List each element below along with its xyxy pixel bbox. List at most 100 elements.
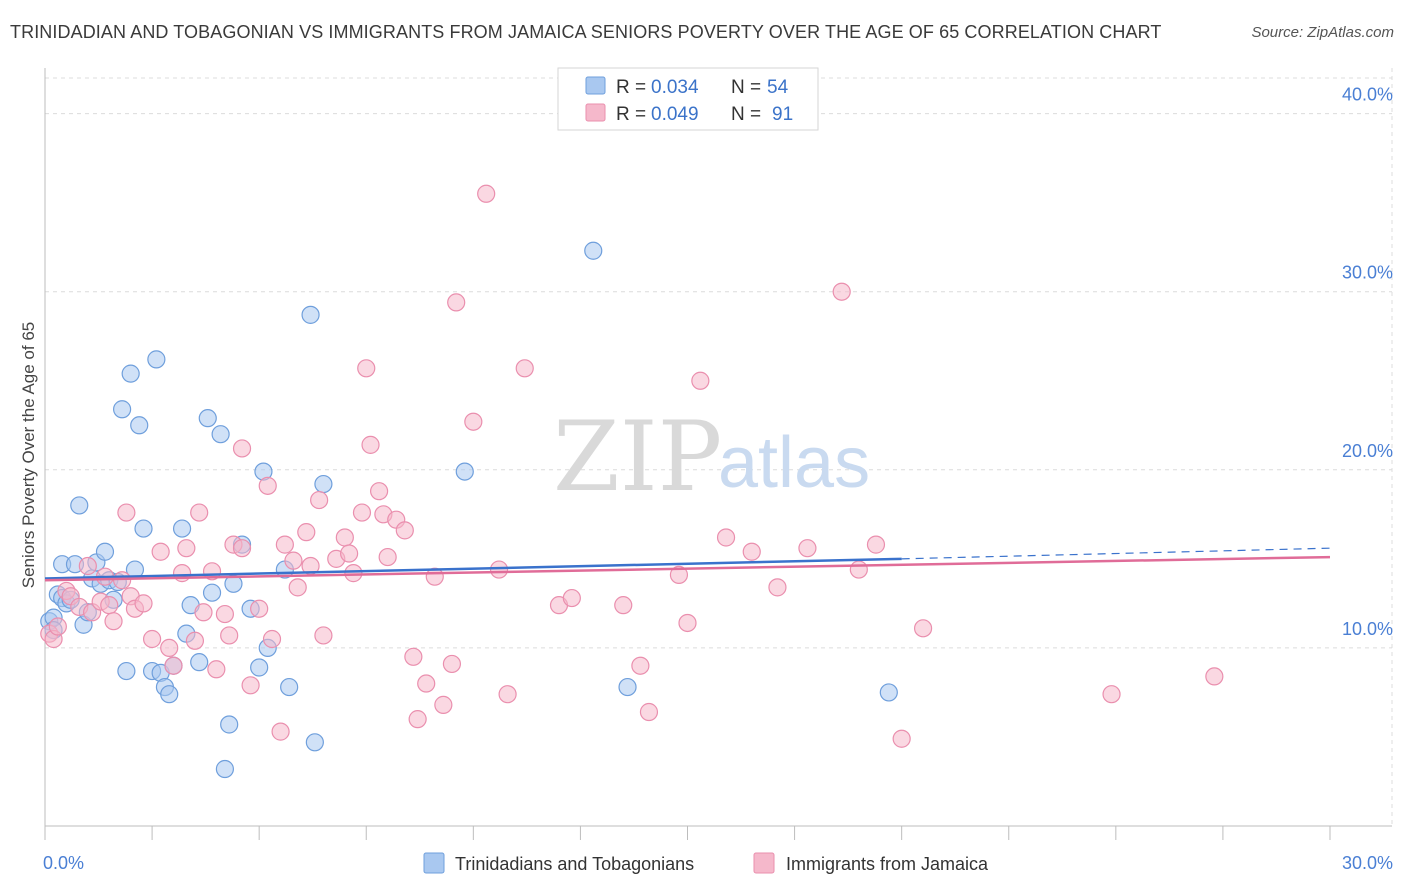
- data-point: [455, 462, 474, 481]
- data-point: [262, 629, 282, 649]
- data-point: [250, 658, 269, 677]
- data-point: [215, 759, 234, 779]
- data-point: [172, 519, 192, 538]
- data-point: [134, 519, 153, 538]
- data-point: [352, 503, 372, 522]
- legend-r-label-1: R =: [616, 77, 646, 98]
- data-point: [194, 603, 213, 622]
- data-point: [639, 702, 659, 722]
- data-point: [130, 416, 149, 435]
- data-point: [160, 685, 179, 704]
- data-point: [849, 560, 868, 579]
- data-point: [232, 539, 252, 558]
- data-point: [164, 656, 183, 675]
- data-point: [404, 647, 423, 666]
- legend-swatch-pink: [585, 103, 606, 122]
- data-point: [121, 364, 140, 383]
- data-point: [370, 482, 389, 501]
- bottom-legend-swatch-blue: [423, 852, 445, 874]
- data-point: [207, 660, 226, 679]
- data-point: [716, 528, 736, 547]
- data-point: [70, 496, 89, 515]
- data-point: [913, 619, 933, 638]
- trend-lines: [44, 547, 1331, 582]
- legend-n-value-1: 54: [767, 77, 789, 98]
- legend-n-label-2: N =: [731, 104, 761, 125]
- data-point: [832, 282, 851, 301]
- data-point: [498, 685, 517, 704]
- data-point: [798, 539, 817, 558]
- data-point: [95, 542, 115, 561]
- data-point: [434, 695, 453, 714]
- top-legend: R = 0.034 N = 54 R = 0.049 N = 91: [557, 67, 819, 131]
- legend-r-value-1: 0.034: [651, 77, 699, 98]
- data-point: [464, 412, 483, 431]
- data-point: [742, 542, 761, 561]
- data-point: [48, 617, 67, 636]
- data-point: [335, 528, 354, 547]
- data-point: [447, 293, 466, 312]
- legend-n-label-1: N =: [731, 77, 761, 98]
- series-trinidadians-points: [40, 241, 898, 779]
- data-point: [340, 544, 359, 563]
- bottom-legend-label-2: Immigrants from Jamaica: [786, 854, 989, 874]
- data-point: [691, 371, 710, 390]
- data-point: [112, 400, 132, 419]
- data-point: [232, 439, 252, 458]
- data-point: [1102, 685, 1121, 704]
- bottom-legend-label-1: Trinidadians and Tobagonians: [455, 854, 694, 874]
- data-point: [562, 588, 581, 608]
- watermark: ZIP atlas: [553, 401, 870, 513]
- data-point: [314, 474, 333, 494]
- data-point: [310, 490, 329, 510]
- data-point: [417, 674, 436, 693]
- data-point: [151, 542, 170, 561]
- data-point: [78, 556, 97, 576]
- data-point: [112, 571, 132, 590]
- legend-n-value-2: 91: [772, 104, 793, 125]
- data-point: [314, 626, 333, 645]
- y-tick-label-20: 20.0%: [1342, 441, 1393, 461]
- legend-r-value-2: 0.049: [651, 104, 699, 125]
- chart-title: TRINIDADIAN AND TOBAGONIAN VS IMMIGRANTS…: [10, 22, 1162, 42]
- data-point: [288, 578, 307, 597]
- data-point: [669, 565, 689, 584]
- x-tick-labels: 0.0% 30.0%: [43, 853, 1393, 873]
- data-point: [301, 305, 320, 324]
- data-point: [866, 535, 886, 554]
- watermark-atlas: atlas: [718, 423, 870, 503]
- data-point: [147, 350, 166, 369]
- data-point: [275, 535, 294, 554]
- data-point: [177, 539, 196, 558]
- data-point: [297, 523, 316, 542]
- y-tick-label-10: 10.0%: [1342, 619, 1393, 639]
- data-point: [117, 503, 136, 522]
- data-point: [879, 683, 898, 702]
- data-point: [117, 661, 136, 681]
- trend-line-trinidadians-extension: [901, 547, 1331, 560]
- data-point: [361, 435, 380, 454]
- data-point: [515, 359, 534, 378]
- data-point: [250, 599, 269, 618]
- trend-line-trinidadians: [44, 557, 902, 580]
- data-point: [100, 596, 119, 615]
- data-point: [489, 560, 509, 579]
- data-point: [357, 359, 376, 378]
- trend-line-jamaica: [44, 555, 1331, 582]
- data-point: [408, 710, 427, 729]
- data-point: [185, 631, 205, 650]
- data-point: [134, 594, 153, 613]
- data-point: [631, 656, 650, 675]
- bottom-legend: Trinidadians and Tobagonians Immigrants …: [423, 852, 989, 874]
- data-point: [892, 729, 911, 748]
- data-point: [678, 613, 697, 633]
- data-point: [220, 626, 239, 645]
- data-point: [344, 564, 363, 583]
- data-point: [190, 503, 209, 522]
- bottom-legend-swatch-pink: [753, 852, 775, 874]
- data-point: [258, 476, 277, 495]
- source-label: Source: ZipAtlas.com: [1251, 24, 1394, 41]
- data-point: [160, 638, 179, 658]
- x-tick-label-0: 0.0%: [43, 853, 84, 873]
